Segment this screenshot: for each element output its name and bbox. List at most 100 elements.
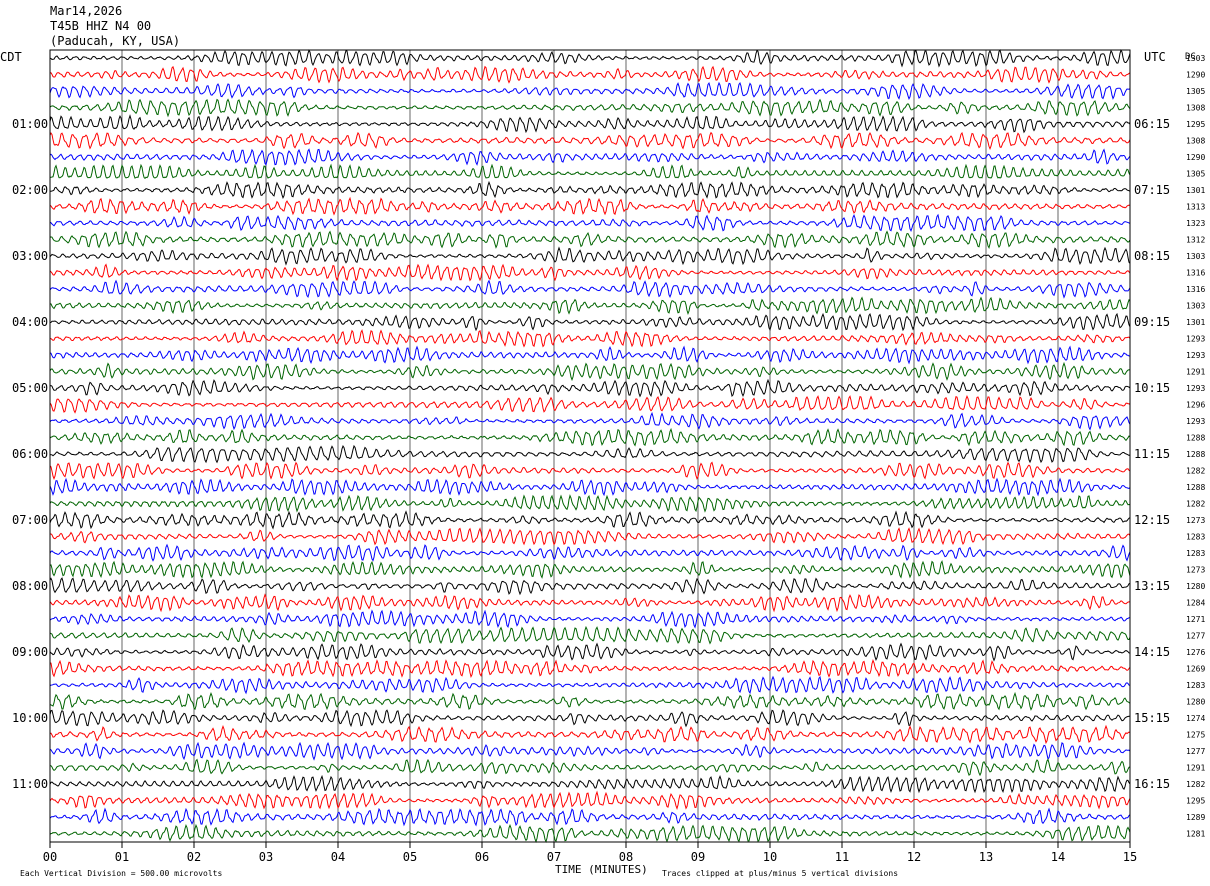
dc-offset-value: 1288 (1186, 434, 1205, 443)
trace-27 (49, 477, 1131, 497)
dc-offset-value: 1312 (1186, 236, 1205, 245)
trace-8 (49, 163, 1131, 180)
left-hour-label: 02:00 (12, 183, 48, 197)
trace-6 (49, 131, 1131, 151)
x-tick-label: 11 (835, 850, 849, 864)
trace-2 (49, 65, 1131, 84)
dc-offset-value: 1283 (1186, 549, 1205, 558)
trace-22 (49, 394, 1131, 414)
trace-47 (49, 807, 1131, 827)
trace-24 (49, 427, 1131, 447)
dc-offset-value: 1282 (1186, 467, 1205, 476)
trace-31 (49, 543, 1131, 562)
trace-30 (49, 527, 1131, 546)
trace-26 (49, 461, 1131, 480)
dc-offset-value: 1308 (1186, 137, 1205, 146)
dc-offset-value: 1305 (1186, 87, 1205, 96)
dc-offset-value: 1269 (1186, 665, 1205, 674)
right-timezone-label: UTC (1144, 50, 1166, 64)
clip-note: Traces clipped at plus/minus 5 vertical … (662, 869, 898, 878)
header-location: (Paducah, KY, USA) (50, 34, 181, 48)
right-hour-label: 16:15 (1134, 777, 1170, 791)
left-hour-label: 11:00 (12, 777, 48, 791)
right-hour-label: 10:15 (1134, 381, 1170, 395)
x-tick-label: 13 (979, 850, 993, 864)
scale-note: Each Vertical Division = 500.00 microvol… (20, 869, 222, 878)
left-hour-label: 03:00 (12, 249, 48, 263)
x-tick-label: 01 (115, 850, 129, 864)
left-hour-label: 04:00 (12, 315, 48, 329)
dc-offset-value: 1271 (1186, 615, 1205, 624)
trace-12 (49, 230, 1131, 250)
dc-offset-value: 1313 (1186, 203, 1205, 212)
dc-offset-value: 1274 (1186, 714, 1205, 723)
dc-offset-value: 1301 (1186, 318, 1205, 327)
trace-42 (49, 724, 1131, 745)
left-hour-labels: 01:00 02:00 03:00 04:00 05:00 06:00 07:00 08:00… (12, 117, 48, 791)
dc-offset-value: 1308 (1186, 104, 1205, 113)
right-hour-label: 07:15 (1134, 183, 1170, 197)
left-hour-label: 05:00 (12, 381, 48, 395)
dc-offset-value: 1303 (1186, 252, 1205, 261)
trace-36 (49, 625, 1131, 645)
trace-25 (49, 444, 1131, 464)
header-date: Mar14,2026 (50, 4, 123, 18)
trace-5 (49, 114, 1131, 134)
dc-offset-value: 1303 (1186, 302, 1205, 311)
x-tick-label: 03 (259, 850, 273, 864)
x-tick-label: 00 (43, 850, 57, 864)
x-tick-label: 10 (763, 850, 777, 864)
dc-offset-value: 1316 (1186, 269, 1205, 278)
dc-offset-value: 1293 (1186, 335, 1205, 344)
dc-offset-value: 1276 (1186, 648, 1205, 657)
dc-offset-value: 1282 (1186, 500, 1205, 509)
dc-offset-value: 1293 (1186, 351, 1205, 360)
right-hour-label: 15:15 (1134, 711, 1170, 725)
dc-offset-value: 1291 (1186, 368, 1205, 377)
dc-offset-value: 1273 (1186, 516, 1205, 525)
trace-29 (49, 510, 1131, 530)
trace-48 (49, 823, 1131, 844)
right-hour-label: 09:15 (1134, 315, 1170, 329)
trace-1 (49, 49, 1131, 68)
dc-offset-value: 1295 (1186, 797, 1205, 806)
x-axis-title: TIME (MINUTES) (555, 863, 648, 876)
trace-32 (49, 559, 1131, 579)
dc-offset-value: 1293 (1186, 384, 1205, 393)
dc-offset-value: 1288 (1186, 450, 1205, 459)
right-hour-label: 12:15 (1134, 513, 1170, 527)
trace-10 (49, 196, 1131, 216)
right-hour-label: 11:15 (1134, 447, 1170, 461)
left-timezone-label: CDT (0, 50, 22, 64)
dc-offset-value: 1316 (1186, 285, 1205, 294)
dc-offset-value: 1323 (1186, 219, 1205, 228)
dc-offset-value: 1280 (1186, 582, 1205, 591)
trace-15 (49, 279, 1131, 299)
x-tick-label: 04 (331, 850, 345, 864)
dc-offset-value: 1283 (1186, 533, 1205, 542)
dc-offset-value: 1284 (1186, 599, 1205, 608)
x-tick-label: 06 (475, 850, 489, 864)
dc-offset-value: 1277 (1186, 747, 1205, 756)
right-hour-labels: 06:15 07:15 08:15 09:15 10:15 11:15 12:15 13:15… (1134, 117, 1170, 791)
right-hour-label: 08:15 (1134, 249, 1170, 263)
plot-frame (49, 49, 1131, 843)
trace-20 (49, 361, 1131, 382)
trace-41 (49, 709, 1131, 728)
x-tick-label: 15 (1123, 850, 1137, 864)
trace-38 (49, 659, 1131, 678)
left-hour-label: 01:00 (12, 117, 48, 131)
seismic-traces (49, 49, 1131, 844)
trace-14 (49, 263, 1131, 282)
trace-28 (49, 494, 1131, 513)
x-tick-label: 14 (1051, 850, 1065, 864)
dc-offset-value: 1289 (1186, 813, 1205, 822)
dc-offset-value: 1277 (1186, 632, 1205, 641)
trace-45 (49, 774, 1131, 794)
dc-offset-value: 1275 (1186, 731, 1205, 740)
dc-offset-value: 1281 (1186, 830, 1205, 839)
trace-9 (49, 180, 1131, 199)
time-gridlines (121, 50, 1059, 842)
dc-offset-value: 1290 (1186, 153, 1205, 162)
dc-offset-value: 1288 (1186, 483, 1205, 492)
